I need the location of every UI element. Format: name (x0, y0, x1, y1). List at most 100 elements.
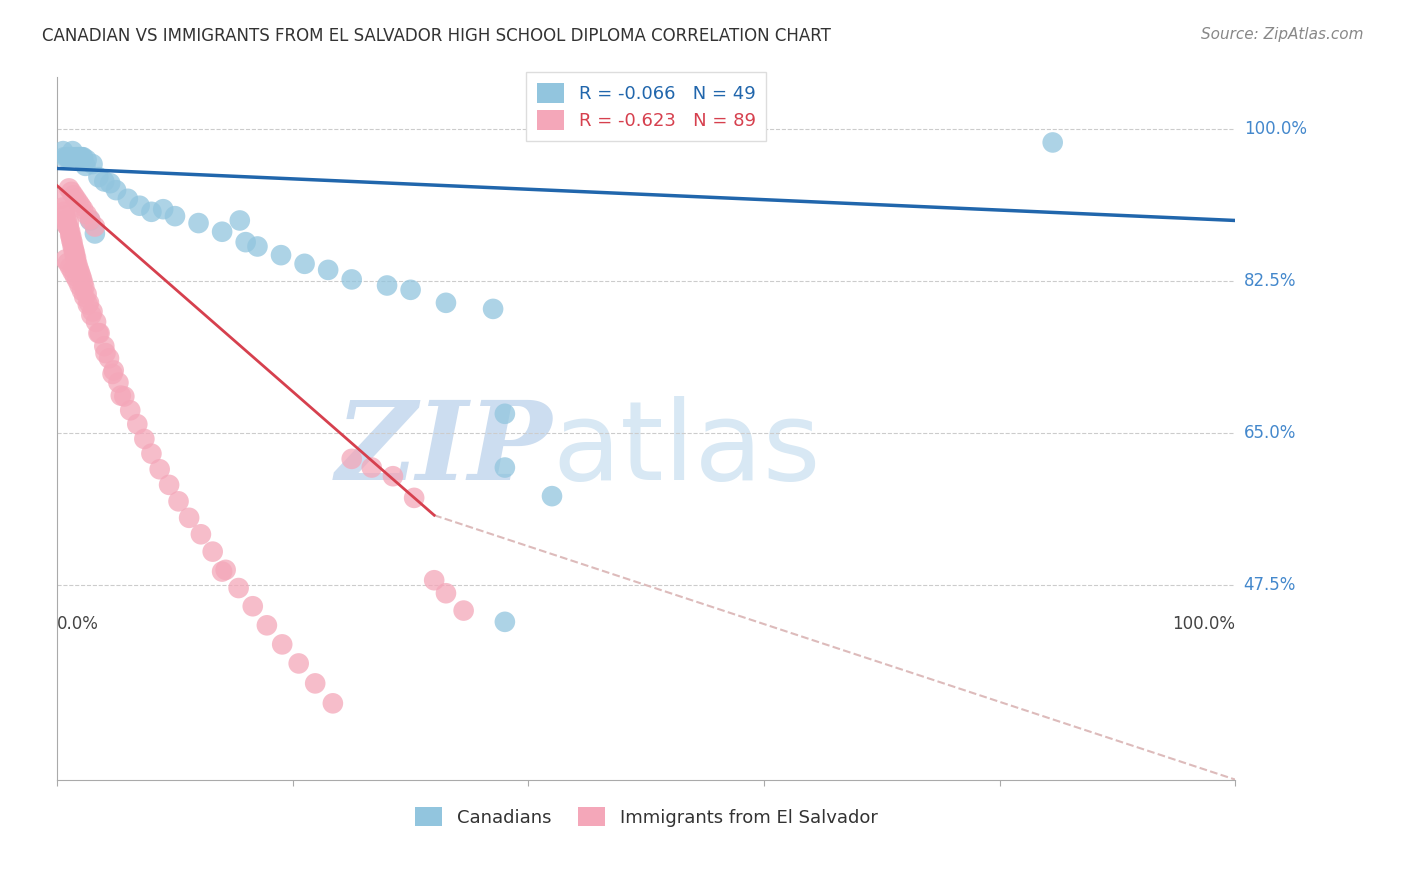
Point (62, 238, 84, 252)
Point (101, 367, 124, 381)
Point (62, 241, 84, 255)
Point (60, 185, 83, 199)
Point (52, 201, 75, 215)
Text: 47.5%: 47.5% (1244, 575, 1296, 593)
Point (167, 494, 190, 508)
Point (494, 460, 516, 475)
Text: 65.0%: 65.0% (1244, 424, 1296, 442)
Point (69, 199, 91, 213)
Point (105, 183, 128, 197)
Point (541, 489, 564, 503)
Point (120, 403, 142, 417)
Point (381, 469, 404, 483)
Point (453, 603, 475, 617)
Point (58, 150, 80, 164)
Point (404, 491, 426, 505)
Point (399, 283, 422, 297)
Point (79, 213, 101, 227)
Point (69, 268, 91, 282)
Point (304, 676, 326, 690)
Point (107, 376, 129, 390)
Point (76, 207, 98, 221)
Point (69, 265, 91, 279)
Point (83, 219, 105, 234)
Text: ZIP: ZIP (336, 396, 553, 503)
Point (103, 363, 125, 377)
Point (256, 618, 278, 632)
Point (83, 227, 105, 241)
Point (316, 263, 339, 277)
Point (93, 339, 115, 353)
Point (117, 192, 139, 206)
Point (66, 257, 89, 271)
Point (60, 230, 83, 244)
Text: 0.0%: 0.0% (58, 615, 98, 632)
Point (141, 447, 163, 461)
Point (55, 252, 77, 267)
Point (423, 573, 446, 587)
Point (229, 213, 252, 227)
Point (87, 170, 110, 185)
Point (201, 544, 224, 558)
Legend: Canadians, Immigrants from El Salvador: Canadians, Immigrants from El Salvador (408, 799, 884, 834)
Point (58, 215, 80, 229)
Point (149, 462, 172, 476)
Point (63, 268, 86, 283)
Point (84, 315, 107, 329)
Point (157, 478, 180, 492)
Point (60, 150, 83, 164)
Point (58, 221, 80, 235)
Point (127, 417, 149, 432)
Point (62, 244, 84, 258)
Point (228, 581, 250, 595)
Point (82, 304, 104, 318)
Point (76, 153, 98, 167)
Point (55, 150, 77, 164)
Point (62, 188, 84, 202)
Point (72, 202, 94, 217)
Point (214, 563, 236, 577)
Point (59, 228, 82, 243)
Point (60, 234, 83, 248)
Point (211, 565, 233, 579)
Point (70, 284, 93, 298)
Point (98, 351, 121, 366)
Point (494, 407, 516, 421)
Point (62, 144, 84, 158)
Text: 100.0%: 100.0% (1244, 120, 1306, 138)
Point (163, 209, 186, 223)
Point (242, 599, 264, 614)
Point (340, 272, 363, 286)
Point (73, 290, 96, 304)
Point (98, 176, 121, 190)
Point (67, 195, 90, 210)
Point (179, 511, 201, 525)
Point (82, 157, 104, 171)
Point (63, 150, 86, 164)
Point (52, 144, 75, 158)
Point (49, 192, 72, 206)
Point (72, 150, 94, 164)
Point (494, 615, 516, 629)
Point (75, 159, 97, 173)
Point (58, 181, 80, 195)
Point (56, 256, 79, 270)
Point (1042, 136, 1064, 150)
Point (294, 257, 316, 271)
Point (55, 218, 77, 232)
Point (246, 239, 269, 253)
Point (66, 150, 89, 164)
Point (63, 245, 86, 260)
Point (270, 248, 292, 262)
Point (80, 308, 103, 322)
Text: CANADIAN VS IMMIGRANTS FROM EL SALVADOR HIGH SCHOOL DIPLOMA CORRELATION CHART: CANADIAN VS IMMIGRANTS FROM EL SALVADOR … (42, 27, 831, 45)
Point (375, 278, 398, 293)
Point (76, 297, 98, 311)
Point (69, 150, 91, 164)
Point (128, 199, 150, 213)
Point (93, 174, 115, 188)
Point (67, 150, 90, 164)
Point (70, 150, 93, 164)
Point (55, 209, 77, 223)
Point (63, 249, 86, 263)
